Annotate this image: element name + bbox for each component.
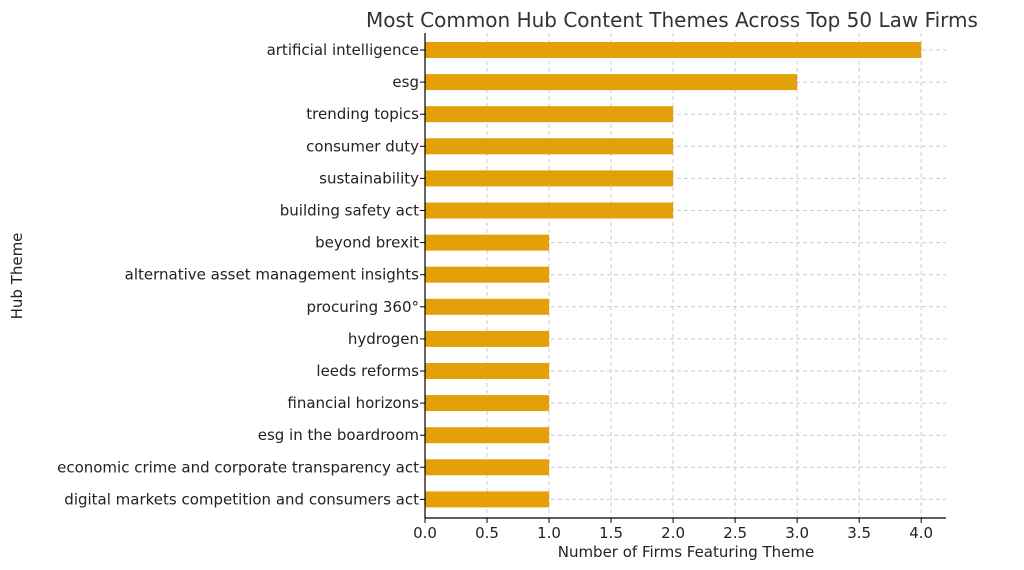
x-tick-label: 3.0 <box>785 524 809 542</box>
bar <box>425 106 674 123</box>
chart-title: Most Common Hub Content Themes Across To… <box>366 8 978 32</box>
x-tick-label: 2.0 <box>661 524 685 542</box>
y-axis-label: Hub Theme <box>8 233 26 320</box>
category-label: financial horizons <box>287 394 419 412</box>
category-label: economic crime and corporate transparenc… <box>57 458 419 476</box>
x-tick-label: 0.0 <box>413 524 437 542</box>
bar <box>425 74 798 91</box>
x-axis-label: Number of Firms Featuring Theme <box>558 543 815 561</box>
axis-layer: 0.0 0.5 1.0 1.5 2.0 2.5 3.0 3.5 4.0 artificial in… <box>57 33 946 542</box>
bar <box>425 459 550 476</box>
category-label: leeds reforms <box>316 362 419 380</box>
category-label: alternative asset management insights <box>125 266 420 284</box>
bar <box>425 202 674 219</box>
bar <box>425 363 550 379</box>
x-tick-label: 1.5 <box>599 524 623 542</box>
bar <box>425 298 550 315</box>
bar <box>425 42 922 58</box>
category-label: beyond brexit <box>315 234 419 252</box>
bar <box>425 330 550 347</box>
bar-layer <box>425 42 922 508</box>
x-tick-label: 3.5 <box>847 524 871 542</box>
category-label: esg in the boardroom <box>258 426 419 444</box>
category-label: hydrogen <box>348 330 419 348</box>
bar <box>425 138 674 155</box>
category-label: trending topics <box>306 105 419 123</box>
category-label: consumer duty <box>306 137 419 155</box>
category-label: building safety act <box>280 202 419 220</box>
x-tick-label: 1.0 <box>537 524 561 542</box>
bar <box>425 266 550 283</box>
category-label: digital markets competition and consumer… <box>64 490 419 508</box>
category-label: artificial intelligence <box>267 41 419 59</box>
category-label: esg <box>392 73 419 91</box>
bar <box>425 427 550 444</box>
category-label: sustainability <box>319 169 419 187</box>
bar <box>425 395 550 412</box>
x-tick-label: 4.0 <box>909 524 933 542</box>
bar <box>425 170 674 187</box>
x-tick-label: 2.5 <box>723 524 747 542</box>
bar <box>425 234 550 251</box>
x-tick-label: 0.5 <box>475 524 499 542</box>
bar <box>425 491 550 508</box>
category-label: procuring 360° <box>306 298 419 316</box>
